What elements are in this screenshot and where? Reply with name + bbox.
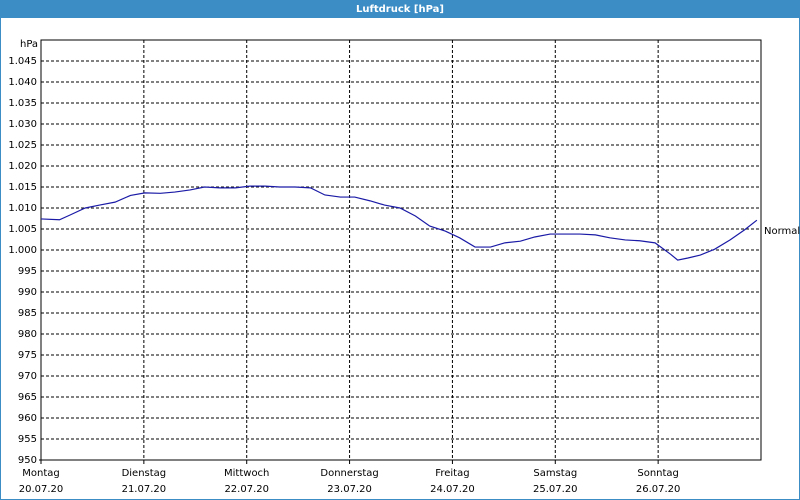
y-tick-label: 980 (18, 329, 37, 340)
y-tick-label: 1.005 (8, 224, 37, 235)
y-tick-label: 975 (18, 350, 37, 361)
x-tick-label: Dienstag (122, 468, 167, 479)
y-tick-label: 1.030 (8, 119, 37, 130)
y-tick-label: 950 (18, 455, 37, 466)
y-tick-label: 1.015 (8, 182, 37, 193)
title-bar (0, 0, 800, 18)
x-tick-date: 22.07.20 (224, 484, 269, 495)
x-tick-date: 23.07.20 (327, 484, 372, 495)
x-tick-date: 21.07.20 (122, 484, 167, 495)
data-line (40, 185, 758, 261)
chart-title: Luftdruck [hPa] (356, 4, 444, 15)
annotation: Normal (764, 226, 800, 237)
y-tick-label: 985 (18, 308, 37, 319)
y-tick-label: 965 (18, 392, 37, 403)
x-tick-date: 24.07.20 (430, 484, 475, 495)
y-tick-label: 955 (18, 434, 37, 445)
y-tick-label: 970 (18, 371, 37, 382)
y-tick-label: 1.035 (8, 98, 37, 109)
x-tick-label: Freitag (435, 468, 469, 479)
y-tick-label: 1.000 (8, 245, 37, 256)
y-tick-label: 990 (18, 287, 37, 298)
y-axis-label: hPa (20, 39, 38, 50)
x-tick-label: Montag (22, 468, 59, 479)
x-tick-date: 26.07.20 (636, 484, 681, 495)
x-tick-label: Donnerstag (320, 468, 378, 479)
y-tick-label: 995 (18, 266, 37, 277)
y-tick-label: 1.045 (8, 56, 37, 67)
x-tick-label: Sonntag (637, 468, 679, 479)
y-tick-label: 1.020 (8, 161, 37, 172)
y-tick-label: 1.025 (8, 140, 37, 151)
x-tick-date: 20.07.20 (19, 484, 64, 495)
y-tick-label: 1.040 (8, 77, 37, 88)
y-tick-label: 1.010 (8, 203, 37, 214)
x-tick-date: 25.07.20 (533, 484, 578, 495)
y-tick-label: 960 (18, 413, 37, 424)
x-tick-label: Samstag (533, 468, 577, 479)
x-tick-label: Mittwoch (224, 468, 269, 479)
